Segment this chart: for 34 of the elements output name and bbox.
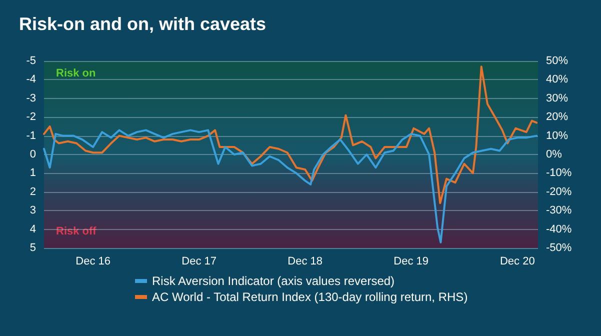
y-tick-label: 0 <box>30 148 36 160</box>
y-tick-label: 2 <box>30 186 36 198</box>
line-series <box>43 66 538 204</box>
y2-tick-label: 10% <box>546 130 568 142</box>
annotation: Risk on <box>56 68 96 80</box>
chart-title: Risk-on and on, with caveats <box>19 14 266 34</box>
y-tick-label: 3 <box>30 204 36 217</box>
y2-tick-label: -10% <box>546 167 572 180</box>
y-tick-label: -3 <box>26 92 36 104</box>
x-tick-label: Dec 20 <box>500 256 535 268</box>
y-tick-label: -2 <box>26 111 36 124</box>
y-tick-label: 4 <box>30 223 36 236</box>
y2-tick-label: 20% <box>546 111 568 124</box>
y2-tick-label: 40% <box>546 74 568 86</box>
y-tick-label: -5 <box>26 55 36 67</box>
x-tick-label: Dec 19 <box>394 256 429 268</box>
legend-label: AC World - Total Return Index (130-day rolling return, RHS) <box>152 290 468 304</box>
y2-tick-label: 30% <box>546 92 568 104</box>
x-tick-label: Dec 18 <box>288 256 323 268</box>
annotation: Risk off <box>56 226 97 238</box>
y2-tick-label: -20% <box>546 186 572 198</box>
y-tick-label: -4 <box>26 74 36 86</box>
y2-tick-label: 50% <box>546 55 568 67</box>
y2-tick-label: 0% <box>546 148 562 160</box>
line-series <box>43 129 538 244</box>
legend-label: Risk Aversion Indicator (axis values reversed) <box>152 274 395 288</box>
y2-tick-label: -30% <box>546 204 572 217</box>
y2-tick-label: -50% <box>546 242 572 254</box>
y-tick-label: 1 <box>30 167 36 180</box>
y-tick-label: -1 <box>26 130 36 142</box>
x-tick-label: Dec 16 <box>76 256 111 268</box>
x-tick-label: Dec 17 <box>182 256 217 268</box>
y2-tick-label: -40% <box>546 223 572 236</box>
y-tick-label: 5 <box>30 242 36 254</box>
